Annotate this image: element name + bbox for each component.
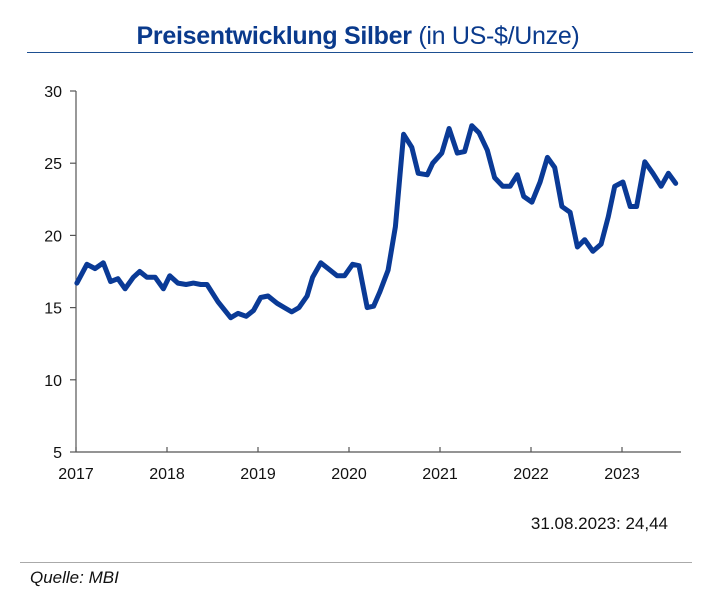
y-tick-label: 25 <box>44 156 62 173</box>
axes <box>70 90 681 453</box>
y-tick-label: 20 <box>44 228 62 245</box>
chart-title-main: Preisentwicklung Silber <box>136 22 412 50</box>
y-tick-label: 5 <box>53 445 62 462</box>
x-tick-label: 2022 <box>513 466 549 483</box>
y-tick-label: 10 <box>44 373 62 390</box>
last-value-annotation: 31.08.2023: 24,44 <box>530 514 668 533</box>
y-tick-label: 30 <box>44 84 62 101</box>
chart-title: Preisentwicklung Silber (in US-$/Unze) <box>0 22 716 51</box>
x-tick-label: 2021 <box>422 466 458 483</box>
title-divider <box>27 52 693 53</box>
source-note: Quelle: MBI <box>30 568 119 587</box>
x-tick-label: 2017 <box>58 466 94 483</box>
x-tick-label: 2020 <box>331 466 367 483</box>
chart-subtitle: (in US-$/Unze) <box>418 22 580 50</box>
footer-divider <box>20 562 692 563</box>
y-tick-label: 15 <box>44 301 62 318</box>
tick-labels: 30 25 20 15 10 5 2017 2018 2019 2020 2021 2022 2023 <box>44 84 640 483</box>
x-tick-label: 2018 <box>149 466 185 483</box>
series-line-silver-price <box>74 123 679 321</box>
x-tick-label: 2019 <box>240 466 276 483</box>
x-tick-label: 2023 <box>604 466 640 483</box>
